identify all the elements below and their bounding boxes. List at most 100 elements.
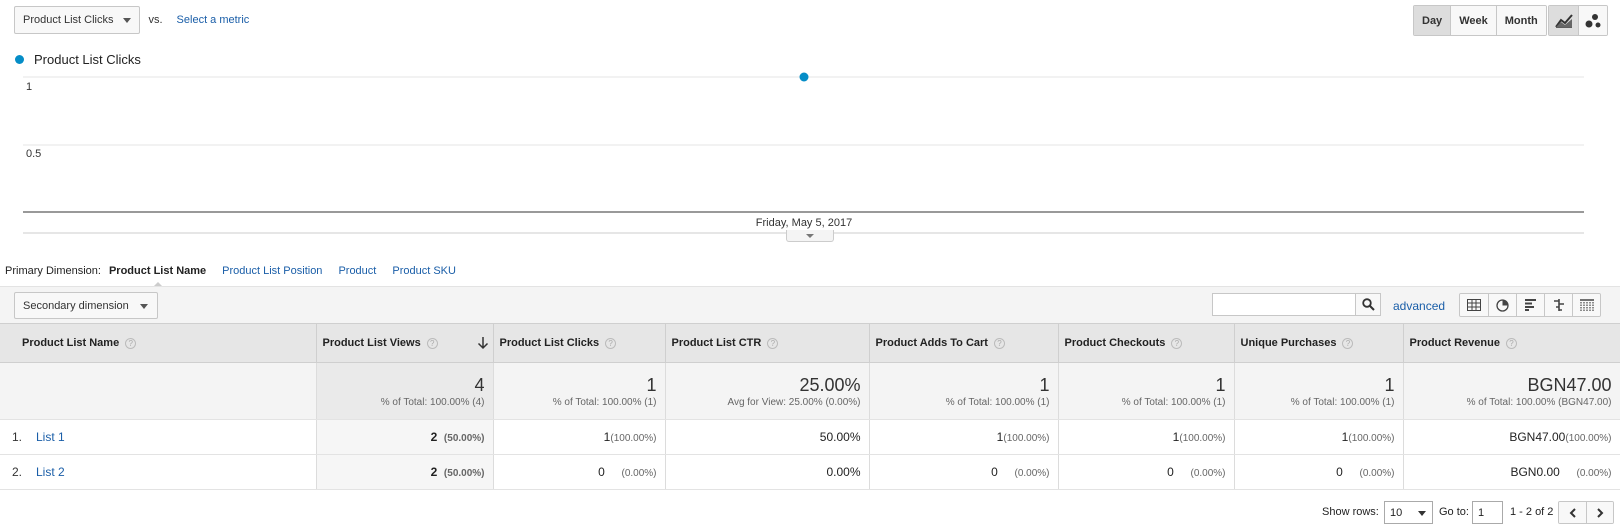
x-tick-label: Friday, May 5, 2017 (756, 217, 852, 229)
metric-dropdown-label: Product List Clicks (23, 14, 114, 26)
motion-chart-icon[interactable] (1578, 6, 1607, 35)
next-page-icon[interactable] (1586, 502, 1613, 523)
total-subtext: % of Total: 100.00% (4) (380, 397, 485, 408)
total-value: 25.00% (799, 375, 861, 395)
column-header-product-checkouts[interactable]: Product Checkouts? (1058, 323, 1235, 363)
metric-dropdown[interactable]: Product List Clicks (14, 6, 141, 34)
column-header-label: Unique Purchases (1240, 337, 1337, 349)
cell-percent: (100.00%) (1348, 433, 1395, 444)
column-header-product-revenue[interactable]: Product Revenue? (1403, 323, 1620, 363)
cell-percent: (0.00%) (1014, 468, 1050, 479)
line-chart-icon[interactable] (1549, 6, 1578, 35)
cell-value: 0 (598, 465, 605, 479)
cell-percent: (100.00%) (610, 433, 657, 444)
cell-percent: (0.00%) (1359, 468, 1395, 479)
cell-percent: (50.00%) (443, 433, 485, 444)
row-cell-purchases: 1(100.00%) (1234, 419, 1404, 455)
y-tick-0-5: 0.5 (26, 148, 41, 160)
totals-cell: 1 % of Total: 100.00% (1) (1234, 362, 1404, 420)
total-subtext: % of Total: 100.00% (BGN47.00) (1466, 397, 1612, 408)
day-button[interactable]: Day (1414, 6, 1451, 35)
column-header-product-list-views[interactable]: Product List Views? (316, 323, 494, 363)
cell-value: 2 (430, 430, 438, 444)
secondary-dimension-dropdown[interactable]: Secondary dimension (14, 292, 158, 319)
row-cell-revenue: BGN47.00(100.00%) (1403, 419, 1620, 455)
help-icon[interactable]: ? (426, 337, 438, 349)
cell-percent: (0.00%) (1190, 468, 1226, 479)
line-chart: 1 0.5 Friday, May 5, 2017 (23, 72, 1584, 234)
help-icon[interactable]: ? (605, 337, 617, 349)
row-cell-checkouts: 1(100.00%) (1058, 419, 1235, 455)
month-button[interactable]: Month (1495, 6, 1546, 35)
total-value: 1 (646, 375, 657, 395)
comparison-view-icon[interactable] (1544, 294, 1572, 316)
primary-dimension-product-sku[interactable]: Product SKU (392, 265, 456, 277)
row-cell-adds: 0 (0.00%) (869, 454, 1059, 490)
row-name-link[interactable]: List 1 (36, 430, 65, 444)
cell-value: 2 (430, 465, 438, 479)
y-tick-1: 1 (26, 81, 32, 93)
primary-dimension-bar: Primary Dimension: Product List Name Pro… (5, 265, 472, 287)
table-search-input[interactable] (1212, 293, 1356, 316)
table-view-icon[interactable] (1460, 294, 1488, 316)
cell-value: BGN47.00 (1509, 430, 1566, 444)
primary-dimension-label: Primary Dimension: (5, 265, 101, 277)
show-rows-value: 10 (1390, 507, 1403, 519)
performance-view-icon[interactable] (1516, 294, 1544, 316)
chart-controls: Product List Clicks vs. Select a metric (14, 6, 249, 34)
total-subtext: % of Total: 100.00% (1) (1290, 397, 1395, 408)
cell-percent: (100.00%) (1565, 433, 1612, 444)
column-header-product-list-ctr[interactable]: Product List CTR? (665, 323, 870, 363)
pagination-bar: Show rows: 10 Go to: 1 1 - 2 of 2 (0, 499, 1620, 526)
help-icon[interactable]: ? (125, 337, 137, 349)
period-toggle: Day Week Month (1413, 5, 1547, 36)
advanced-filter-link[interactable]: advanced (1393, 299, 1446, 313)
chevron-down-icon (139, 304, 148, 309)
primary-dimension-selected: Product List Name (108, 265, 207, 287)
totals-cell: 4 % of Total: 100.00% (4) (316, 362, 494, 420)
row-name-link[interactable]: List 2 (36, 465, 65, 479)
column-header-product-list-clicks[interactable]: Product List Clicks? (493, 323, 666, 363)
total-subtext: % of Total: 100.00% (1) (552, 397, 657, 408)
search-icon[interactable] (1355, 293, 1381, 316)
pie-view-icon[interactable] (1488, 294, 1516, 316)
column-header-unique-purchases[interactable]: Unique Purchases? (1234, 323, 1404, 363)
column-header-product-list-name[interactable]: Product List Name? (0, 323, 317, 363)
primary-dimension-product-list-position[interactable]: Product List Position (222, 265, 323, 277)
pivot-view-icon[interactable] (1572, 294, 1600, 316)
show-rows-select[interactable]: 10 (1384, 501, 1433, 524)
row-cell-views: 2 (50.00%) (316, 454, 494, 490)
help-icon[interactable]: ? (767, 337, 779, 349)
total-value: BGN47.00 (1527, 375, 1612, 395)
chevron-down-icon (123, 18, 132, 23)
cell-value: 50.00% (819, 430, 861, 444)
row-cell-checkouts: 0 (0.00%) (1058, 454, 1235, 490)
help-icon[interactable]: ? (1505, 337, 1517, 349)
cell-percent: (0.00%) (1576, 468, 1612, 479)
primary-dimension-product[interactable]: Product (338, 265, 377, 277)
data-point[interactable] (799, 72, 809, 82)
help-icon[interactable]: ? (993, 337, 1005, 349)
total-value: 1 (1215, 375, 1226, 395)
row-cell-clicks: 0 (0.00%) (493, 454, 666, 490)
row-name-cell: 2. List 2 (0, 454, 317, 490)
totals-row: 4 % of Total: 100.00% (4) 1 % of Total: 10… (0, 362, 1620, 420)
goto-input[interactable]: 1 (1472, 501, 1503, 524)
prev-page-icon[interactable] (1559, 502, 1586, 523)
report-table: Product List Name? Product List Views? P… (0, 323, 1620, 490)
help-icon[interactable]: ? (1171, 337, 1183, 349)
select-metric-link[interactable]: Select a metric (176, 14, 250, 26)
cell-value: 0 (991, 465, 998, 479)
column-header-product-adds-to-cart[interactable]: Product Adds To Cart? (869, 323, 1059, 363)
total-value: 1 (1039, 375, 1050, 395)
column-header-label: Product List Views (322, 337, 421, 349)
chart-legend: Product List Clicks (15, 52, 141, 67)
week-button[interactable]: Week (1450, 6, 1496, 35)
cell-value: 0 (1167, 465, 1174, 479)
total-subtext: % of Total: 100.00% (1) (1121, 397, 1226, 408)
goto-value: 1 (1478, 507, 1485, 519)
total-subtext: Avg for View: 25.00% (0.00%) (727, 397, 861, 408)
help-icon[interactable]: ? (1342, 337, 1354, 349)
chart-collapse-handle[interactable] (786, 230, 834, 242)
row-index: 1. (12, 430, 23, 444)
